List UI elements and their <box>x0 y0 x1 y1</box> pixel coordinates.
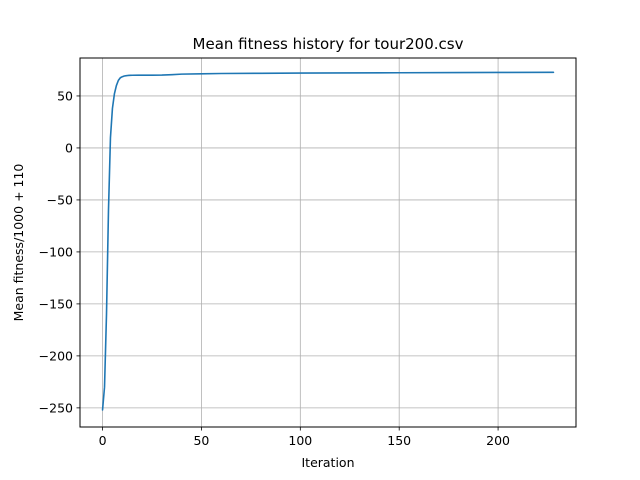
series-group <box>101 71 555 411</box>
y-axis-label: Mean fitness/1000 + 110 <box>11 164 26 322</box>
y-tick-label: −50 <box>47 192 73 207</box>
axes-frame <box>79 57 577 428</box>
y-tick-label: −100 <box>39 244 73 259</box>
y-tick-label: 50 <box>57 88 73 103</box>
x-axis-label: Iteration <box>301 455 354 470</box>
y-tick-label: 0 <box>65 140 73 155</box>
x-tick-label: 200 <box>486 433 510 448</box>
y-tick-label: −200 <box>39 348 73 363</box>
y-tick-label: −250 <box>39 400 73 415</box>
x-tick-label: 100 <box>288 433 312 448</box>
series-line <box>101 71 555 411</box>
x-tick-label: 150 <box>387 433 411 448</box>
chart-title: Mean fitness history for tour200.csv <box>193 35 464 53</box>
ticks: 0 50 100 150 200 −250 −200 −150 −100 −50 0 50 <box>39 88 510 448</box>
y-tick-label: −150 <box>39 296 73 311</box>
x-tick-label: 50 <box>193 433 209 448</box>
x-tick-label: 0 <box>99 433 107 448</box>
grid <box>80 58 576 427</box>
